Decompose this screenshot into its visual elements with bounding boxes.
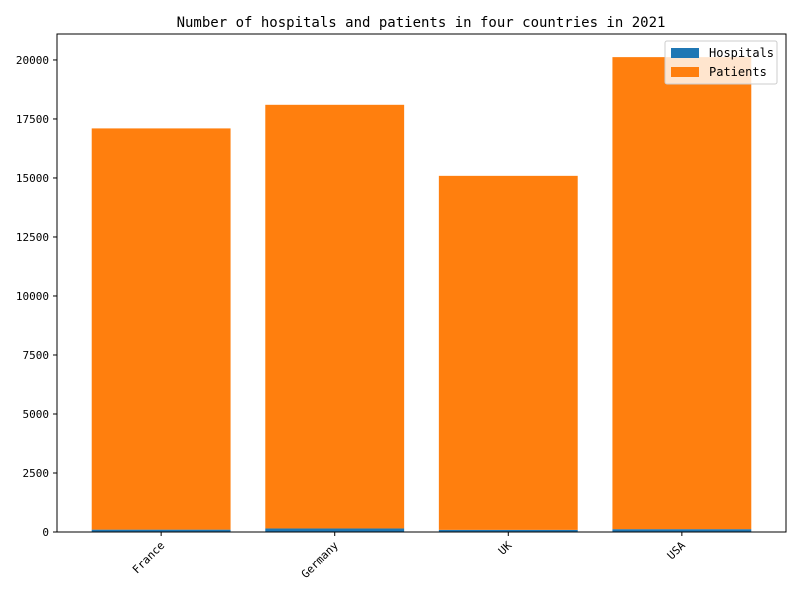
bar-hospitals-uk bbox=[438, 529, 578, 532]
chart-title: Number of hospitals and patients in four… bbox=[177, 15, 666, 31]
x-tick-label-uk: UK bbox=[496, 539, 515, 558]
y-tick-label: 10000 bbox=[16, 290, 49, 303]
bar-patients-uk bbox=[438, 175, 578, 530]
bar-hospitals-germany bbox=[265, 528, 405, 532]
y-tick-label: 0 bbox=[42, 526, 49, 539]
y-tick-label: 2500 bbox=[23, 467, 50, 480]
bar-hospitals-usa bbox=[612, 529, 752, 532]
x-tick-label-france: France bbox=[130, 539, 167, 576]
y-tick-label: 15000 bbox=[16, 172, 49, 185]
y-tick-label: 5000 bbox=[23, 408, 50, 421]
legend-swatch-patients bbox=[671, 67, 699, 77]
x-tick-label-usa: USA bbox=[665, 539, 689, 563]
bar-patients-france bbox=[91, 128, 231, 530]
y-tick-label: 20000 bbox=[16, 54, 49, 67]
bar-patients-usa bbox=[612, 57, 752, 530]
x-tick-label-germany: Germany bbox=[299, 539, 341, 581]
y-tick-label: 7500 bbox=[23, 349, 50, 362]
bar-patients-germany bbox=[265, 104, 405, 529]
legend: Hospitals Patients bbox=[664, 40, 778, 85]
y-tick-label: 12500 bbox=[16, 231, 49, 244]
bar-hospitals-france bbox=[91, 529, 231, 532]
y-tick-label: 17500 bbox=[16, 113, 49, 126]
bars-group bbox=[91, 57, 752, 532]
legend-label-hospitals: Hospitals bbox=[709, 46, 774, 60]
legend-label-patients: Patients bbox=[709, 65, 767, 79]
legend-swatch-hospitals bbox=[671, 48, 699, 58]
axes-frame bbox=[56, 33, 787, 533]
